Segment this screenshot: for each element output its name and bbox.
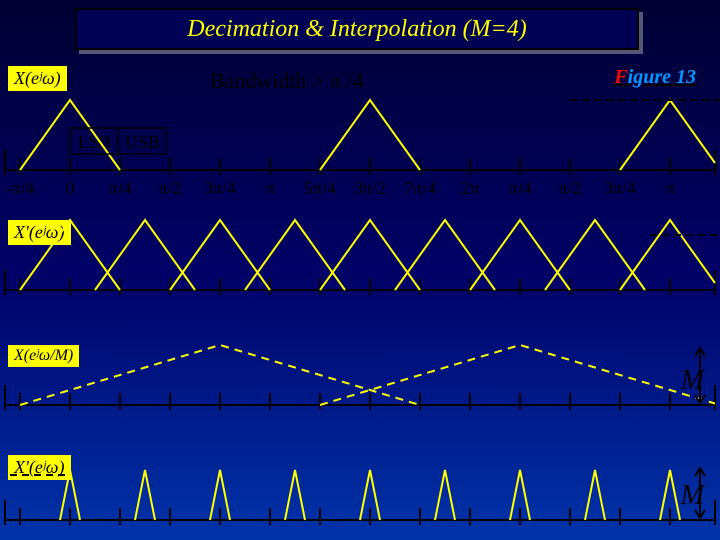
axis-tick-label: π/2 bbox=[558, 178, 581, 199]
axis-tick-label: 3π/2 bbox=[354, 178, 386, 199]
axis-tick-label: 2π bbox=[461, 178, 479, 199]
axis-tick-label: 3π/4 bbox=[604, 178, 636, 199]
axis-tick-label: -π/4 bbox=[5, 178, 34, 199]
axis-tick-label: π bbox=[265, 178, 274, 199]
axis-tick-label: π/4 bbox=[108, 178, 131, 199]
spectrum-canvas bbox=[0, 0, 720, 540]
axis-tick-label: 0 bbox=[66, 178, 75, 199]
axis-tick-label: π bbox=[665, 178, 674, 199]
axis-tick-label: 3π/4 bbox=[204, 178, 236, 199]
axis-tick-label: 5π/4 bbox=[304, 178, 336, 199]
axis-tick-label: 7π/4 bbox=[404, 178, 436, 199]
axis-tick-label: π/4 bbox=[508, 178, 531, 199]
axis-tick-label: π/2 bbox=[158, 178, 181, 199]
